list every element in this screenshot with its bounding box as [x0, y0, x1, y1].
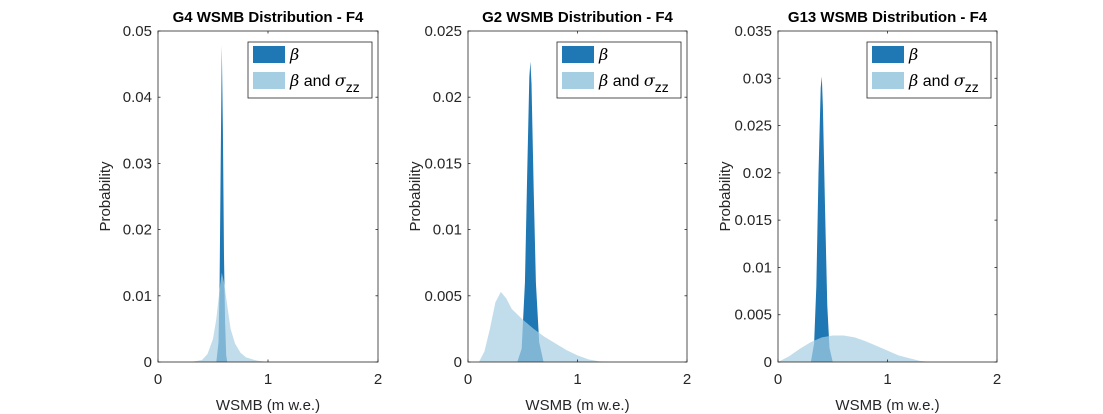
y-tick-label: 0.005: [424, 288, 462, 305]
legend-label-beta-text: β: [598, 45, 608, 64]
legend-sigma-subscript: zz: [346, 79, 360, 95]
y-axis-label: Probability: [407, 161, 424, 232]
x-axis-label: WSMB (m w.e.): [835, 397, 939, 414]
y-tick-label: 0.005: [734, 307, 772, 324]
x-tick-label: 1: [264, 371, 272, 388]
chart-title: G13 WSMB Distribution - F4: [788, 9, 988, 26]
y-tick-label: 0.01: [743, 259, 772, 276]
y-tick-label: 0.025: [734, 118, 772, 135]
legend-swatch-beta-sigma: [562, 72, 594, 89]
y-tick-label: 0.015: [734, 212, 772, 229]
x-tick-label: 0: [464, 371, 472, 388]
y-tick-label: 0.05: [123, 23, 152, 40]
legend-sigma-glyph: σ: [644, 71, 656, 90]
series-area-beta: [517, 61, 544, 362]
y-tick-label: 0: [454, 354, 462, 371]
legend-sigma-glyph: σ: [954, 71, 966, 90]
panel-2: 0 0.005 0.01 0.015 0.02 0.025 0 1 2 G2 WSMB Distr…: [407, 9, 691, 414]
legend-beta-glyph: β: [289, 71, 299, 90]
legend-swatch-beta-sigma: [872, 72, 904, 89]
y-axis-label: Probability: [717, 161, 734, 232]
series-area-beta: [810, 76, 833, 362]
y-axis-label: Probability: [97, 161, 114, 232]
y-tick-label: 0.04: [123, 89, 152, 106]
legend-label-beta: β: [908, 45, 918, 64]
y-tick-label: 0.02: [433, 89, 462, 106]
legend-label-beta-sigma: β and σzz: [289, 71, 360, 95]
legend-swatch-beta: [872, 46, 904, 63]
y-tick-label: 0: [144, 354, 152, 371]
legend: ββ and σzz: [556, 41, 682, 99]
y-tick-label: 0.02: [123, 222, 152, 239]
legend-beta-glyph: β: [598, 71, 608, 90]
chart-title: G4 WSMB Distribution - F4: [173, 9, 364, 26]
legend: ββ and σzz: [866, 41, 992, 99]
legend-swatch-beta: [253, 46, 285, 63]
series-area-beta-and-sigma: [191, 272, 268, 362]
legend: ββ and σzz: [247, 41, 373, 99]
y-tick-label: 0.01: [433, 222, 462, 239]
legend-label-beta: β: [598, 45, 608, 64]
x-tick-label: 1: [573, 371, 581, 388]
y-tick-label: 0.015: [424, 155, 462, 172]
legend-and-text: and: [608, 73, 644, 90]
legend-swatch-beta: [562, 46, 594, 63]
x-tick-label: 0: [154, 371, 162, 388]
legend-label-beta: β: [289, 45, 299, 64]
x-tick-label: 1: [883, 371, 891, 388]
series-area-beta-and-sigma: [478, 291, 611, 362]
legend-label-beta-text: β: [289, 45, 299, 64]
series-area-beta: [216, 45, 228, 363]
x-tick-label: 2: [683, 371, 691, 388]
y-tick-label: 0.01: [123, 288, 152, 305]
legend-sigma-subscript: zz: [655, 79, 669, 95]
y-tick-label: 0.02: [743, 165, 772, 182]
x-axis-label: WSMB (m w.e.): [525, 397, 629, 414]
y-tick-label: 0.025: [424, 23, 462, 40]
y-tick-label: 0.035: [734, 23, 772, 40]
y-tick-label: 0: [764, 354, 772, 371]
x-tick-label: 0: [774, 371, 782, 388]
x-tick-label: 2: [374, 371, 382, 388]
legend-label-beta-text: β: [908, 45, 918, 64]
legend-sigma-glyph: σ: [335, 71, 347, 90]
legend-and-text: and: [918, 73, 954, 90]
panel-3: 0 0.005 0.01 0.015 0.02 0.025 0.03 0.035 0 1 2 G13 …: [717, 9, 1001, 414]
panel-1: 0 0.01 0.02 0.03 0.04 0.05 0 1 2 G4 WSMB Distribu…: [97, 9, 382, 414]
chart-title: G2 WSMB Distribution - F4: [482, 9, 673, 26]
series-area-beta-and-sigma: [778, 335, 932, 362]
legend-swatch-beta-sigma: [253, 72, 285, 89]
legend-beta-glyph: β: [908, 71, 918, 90]
legend-label-beta-sigma: β and σzz: [908, 71, 979, 95]
legend-and-text: and: [299, 73, 335, 90]
y-tick-label: 0.03: [123, 155, 152, 172]
x-axis-label: WSMB (m w.e.): [216, 397, 320, 414]
y-tick-label: 0.03: [743, 70, 772, 87]
legend-label-beta-sigma: β and σzz: [598, 71, 669, 95]
x-tick-label: 2: [993, 371, 1001, 388]
legend-sigma-subscript: zz: [965, 79, 979, 95]
